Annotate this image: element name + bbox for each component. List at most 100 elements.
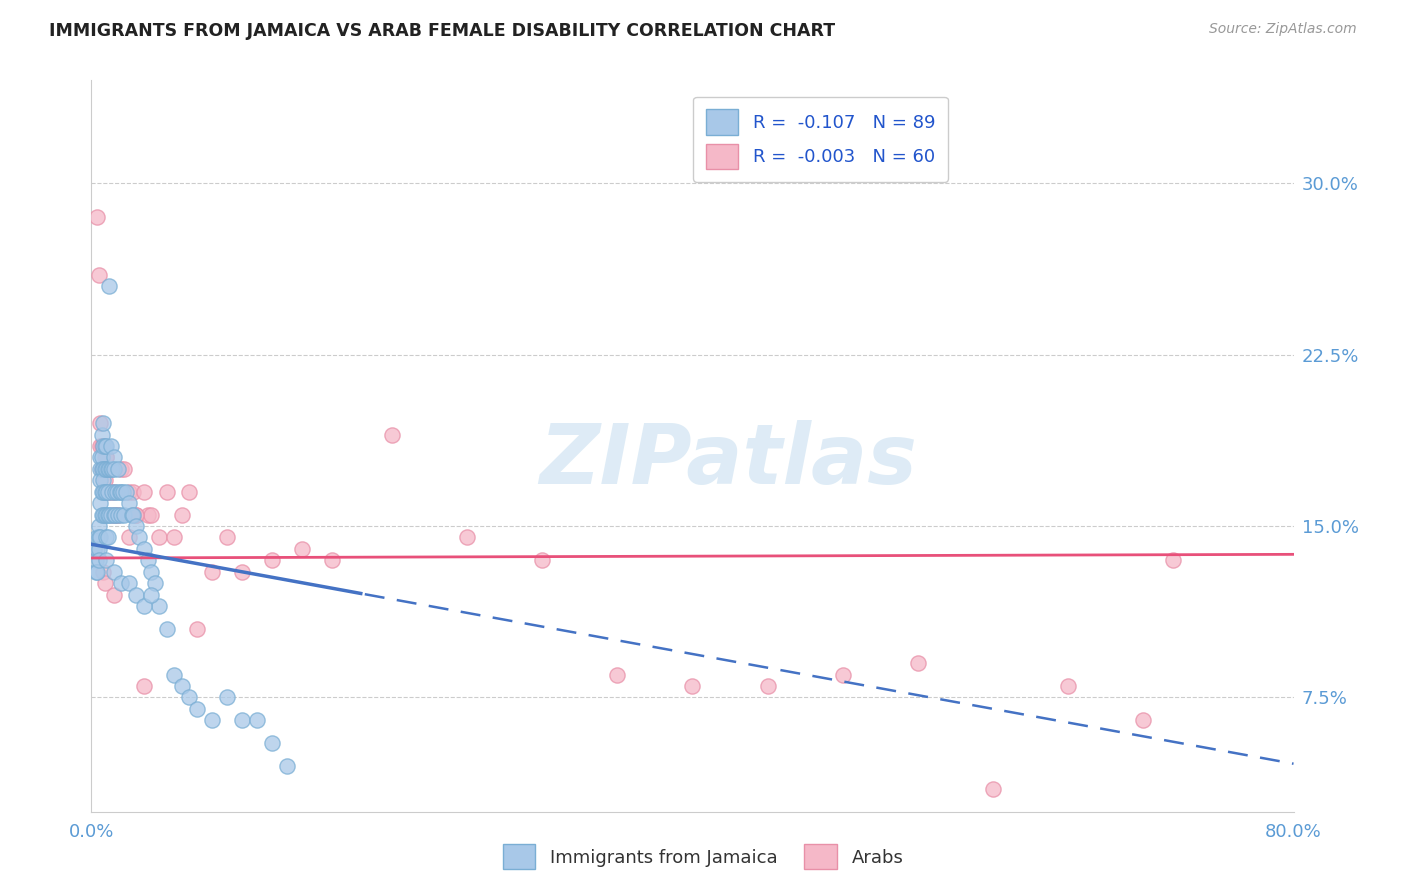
Point (138, 508, 160, 522)
Point (94, 473, 117, 487)
Point (96, 508, 118, 522)
Point (132, 484, 155, 499)
Text: ZIPatlas: ZIPatlas (540, 420, 918, 501)
Point (86, 530, 108, 544)
Point (84, 553, 107, 567)
Point (107, 462, 129, 476)
Point (98, 462, 121, 476)
Point (246, 714, 269, 728)
Point (121, 508, 143, 522)
Point (97, 462, 120, 476)
Point (201, 565, 224, 579)
Point (155, 484, 177, 499)
Point (89, 496, 111, 510)
Point (108, 484, 131, 499)
Point (148, 530, 170, 544)
Point (89, 416, 111, 430)
Point (94, 576, 117, 591)
Point (93, 473, 115, 487)
Point (100, 484, 122, 499)
Y-axis label: Female Disability: Female Disability (0, 380, 7, 512)
Point (148, 599, 170, 613)
Point (260, 553, 283, 567)
Point (86, 211, 108, 225)
Point (143, 576, 166, 591)
Point (101, 462, 124, 476)
Point (606, 667, 628, 681)
Point (93, 484, 115, 499)
Point (103, 462, 125, 476)
Point (94, 450, 117, 465)
Point (84, 565, 107, 579)
Point (103, 565, 125, 579)
Point (831, 667, 853, 681)
Point (170, 508, 193, 522)
Point (681, 679, 703, 693)
Point (104, 508, 127, 522)
Point (103, 450, 125, 465)
Point (260, 736, 283, 750)
Point (1132, 714, 1154, 728)
Point (125, 508, 148, 522)
Point (291, 541, 314, 556)
Point (138, 553, 160, 567)
Point (110, 462, 132, 476)
Point (103, 484, 125, 499)
Point (97, 462, 120, 476)
Point (87, 541, 110, 556)
Point (125, 508, 148, 522)
Point (90, 484, 112, 499)
Point (94, 508, 117, 522)
Point (531, 553, 554, 567)
Point (276, 759, 298, 773)
Point (141, 508, 163, 522)
Point (103, 588, 125, 602)
Point (125, 588, 148, 602)
Point (94, 484, 117, 499)
Point (118, 496, 141, 510)
Point (756, 679, 779, 693)
Point (381, 427, 404, 442)
Point (141, 565, 163, 579)
Point (96, 484, 118, 499)
Point (105, 508, 128, 522)
Point (110, 508, 132, 522)
Point (107, 508, 129, 522)
Point (122, 508, 145, 522)
Point (93, 508, 115, 522)
Point (87, 553, 110, 567)
Point (98, 508, 121, 522)
Point (93, 462, 115, 476)
Point (93, 439, 115, 453)
Point (89, 473, 111, 487)
Point (93, 462, 115, 476)
Legend: R =  -0.107   N = 89, R =  -0.003   N = 60: R = -0.107 N = 89, R = -0.003 N = 60 (693, 96, 948, 182)
Point (96, 530, 118, 544)
Point (97, 484, 120, 499)
Point (83, 541, 105, 556)
Point (118, 484, 141, 499)
Point (456, 530, 478, 544)
Point (90, 508, 112, 522)
Point (163, 667, 186, 681)
Point (118, 576, 141, 591)
Point (907, 656, 929, 670)
Point (215, 690, 238, 705)
Point (132, 599, 155, 613)
Point (114, 508, 136, 522)
Point (90, 439, 112, 453)
Point (98, 279, 121, 293)
Point (201, 714, 224, 728)
Point (186, 702, 208, 716)
Point (93, 565, 115, 579)
Point (96, 439, 118, 453)
Point (83, 541, 105, 556)
Point (104, 508, 127, 522)
Point (90, 450, 112, 465)
Point (215, 530, 238, 544)
Point (93, 416, 115, 430)
Point (170, 679, 193, 693)
Point (97, 484, 120, 499)
Point (128, 530, 150, 544)
Point (163, 530, 186, 544)
